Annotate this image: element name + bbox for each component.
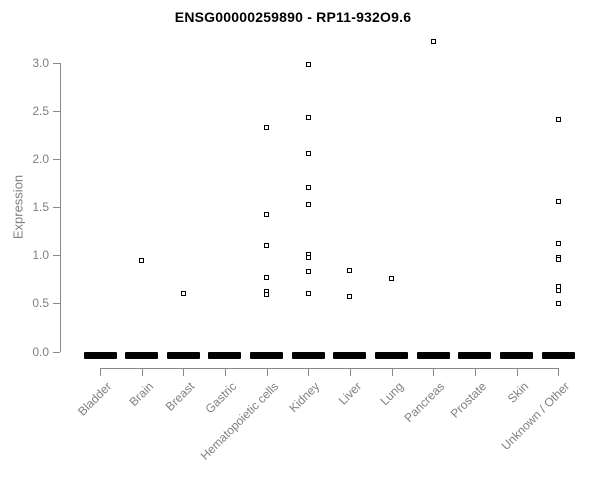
- data-point: [555, 300, 561, 306]
- zero-dash: [83, 352, 117, 359]
- data-point: [347, 268, 353, 274]
- zero-dash: [458, 352, 492, 359]
- data-point: [305, 291, 311, 297]
- x-tick: [224, 369, 226, 376]
- x-tick: [433, 369, 435, 376]
- data-point: [430, 38, 436, 44]
- zero-dash: [500, 352, 534, 359]
- data-point: [264, 243, 270, 249]
- x-tick: [558, 369, 560, 376]
- x-tick: [308, 369, 310, 376]
- data-point: [555, 288, 561, 294]
- y-tick-label: 0.0: [32, 344, 49, 359]
- data-point: [555, 241, 561, 247]
- y-tick: [53, 255, 60, 257]
- chart-title: ENSG00000259890 - RP11-932O9.6: [174, 9, 412, 25]
- x-tick: [141, 369, 143, 376]
- y-tick: [53, 110, 60, 112]
- data-point: [305, 150, 311, 156]
- y-tick: [53, 207, 60, 209]
- data-point: [555, 256, 561, 262]
- data-point: [305, 269, 311, 275]
- y-tick-label: 2.5: [32, 103, 49, 118]
- x-tick: [474, 369, 476, 376]
- data-point: [555, 283, 561, 289]
- zero-dash: [166, 352, 200, 359]
- x-tick: [100, 369, 101, 376]
- y-tick: [53, 62, 60, 64]
- zero-dash: [250, 352, 284, 359]
- x-tick: [183, 369, 185, 376]
- data-point: [305, 62, 311, 68]
- data-point: [264, 212, 270, 218]
- data-point: [264, 292, 270, 298]
- data-point: [180, 291, 186, 297]
- zero-dash: [375, 352, 409, 359]
- y-tick: [53, 158, 60, 160]
- x-axis-line: [99, 368, 559, 369]
- y-tick-label: 0.5: [32, 296, 49, 311]
- data-point: [389, 275, 395, 281]
- x-tick: [391, 369, 393, 376]
- data-point: [305, 114, 311, 120]
- y-tick: [53, 351, 60, 353]
- y-tick: [53, 303, 60, 305]
- y-tick-label: 2.0: [32, 151, 49, 166]
- data-point: [555, 116, 561, 122]
- data-point: [305, 201, 311, 207]
- zero-dash: [208, 352, 242, 359]
- x-tick: [516, 369, 518, 376]
- data-point: [139, 257, 145, 263]
- zero-dash: [125, 352, 159, 359]
- y-tick-label: 1.5: [32, 200, 49, 215]
- data-point: [305, 254, 311, 260]
- data-point: [555, 198, 561, 204]
- y-tick-label: 1.0: [32, 248, 49, 263]
- x-tick: [266, 369, 268, 376]
- y-tick-label: 3.0: [32, 55, 49, 70]
- data-point: [347, 294, 353, 300]
- data-point: [305, 185, 311, 191]
- y-axis-line: [60, 62, 61, 353]
- data-point: [264, 124, 270, 130]
- zero-dash: [333, 352, 367, 359]
- zero-dash: [291, 352, 325, 359]
- x-tick: [349, 369, 351, 376]
- data-point: [264, 274, 270, 280]
- zero-dash: [416, 352, 450, 359]
- zero-dash: [541, 352, 575, 359]
